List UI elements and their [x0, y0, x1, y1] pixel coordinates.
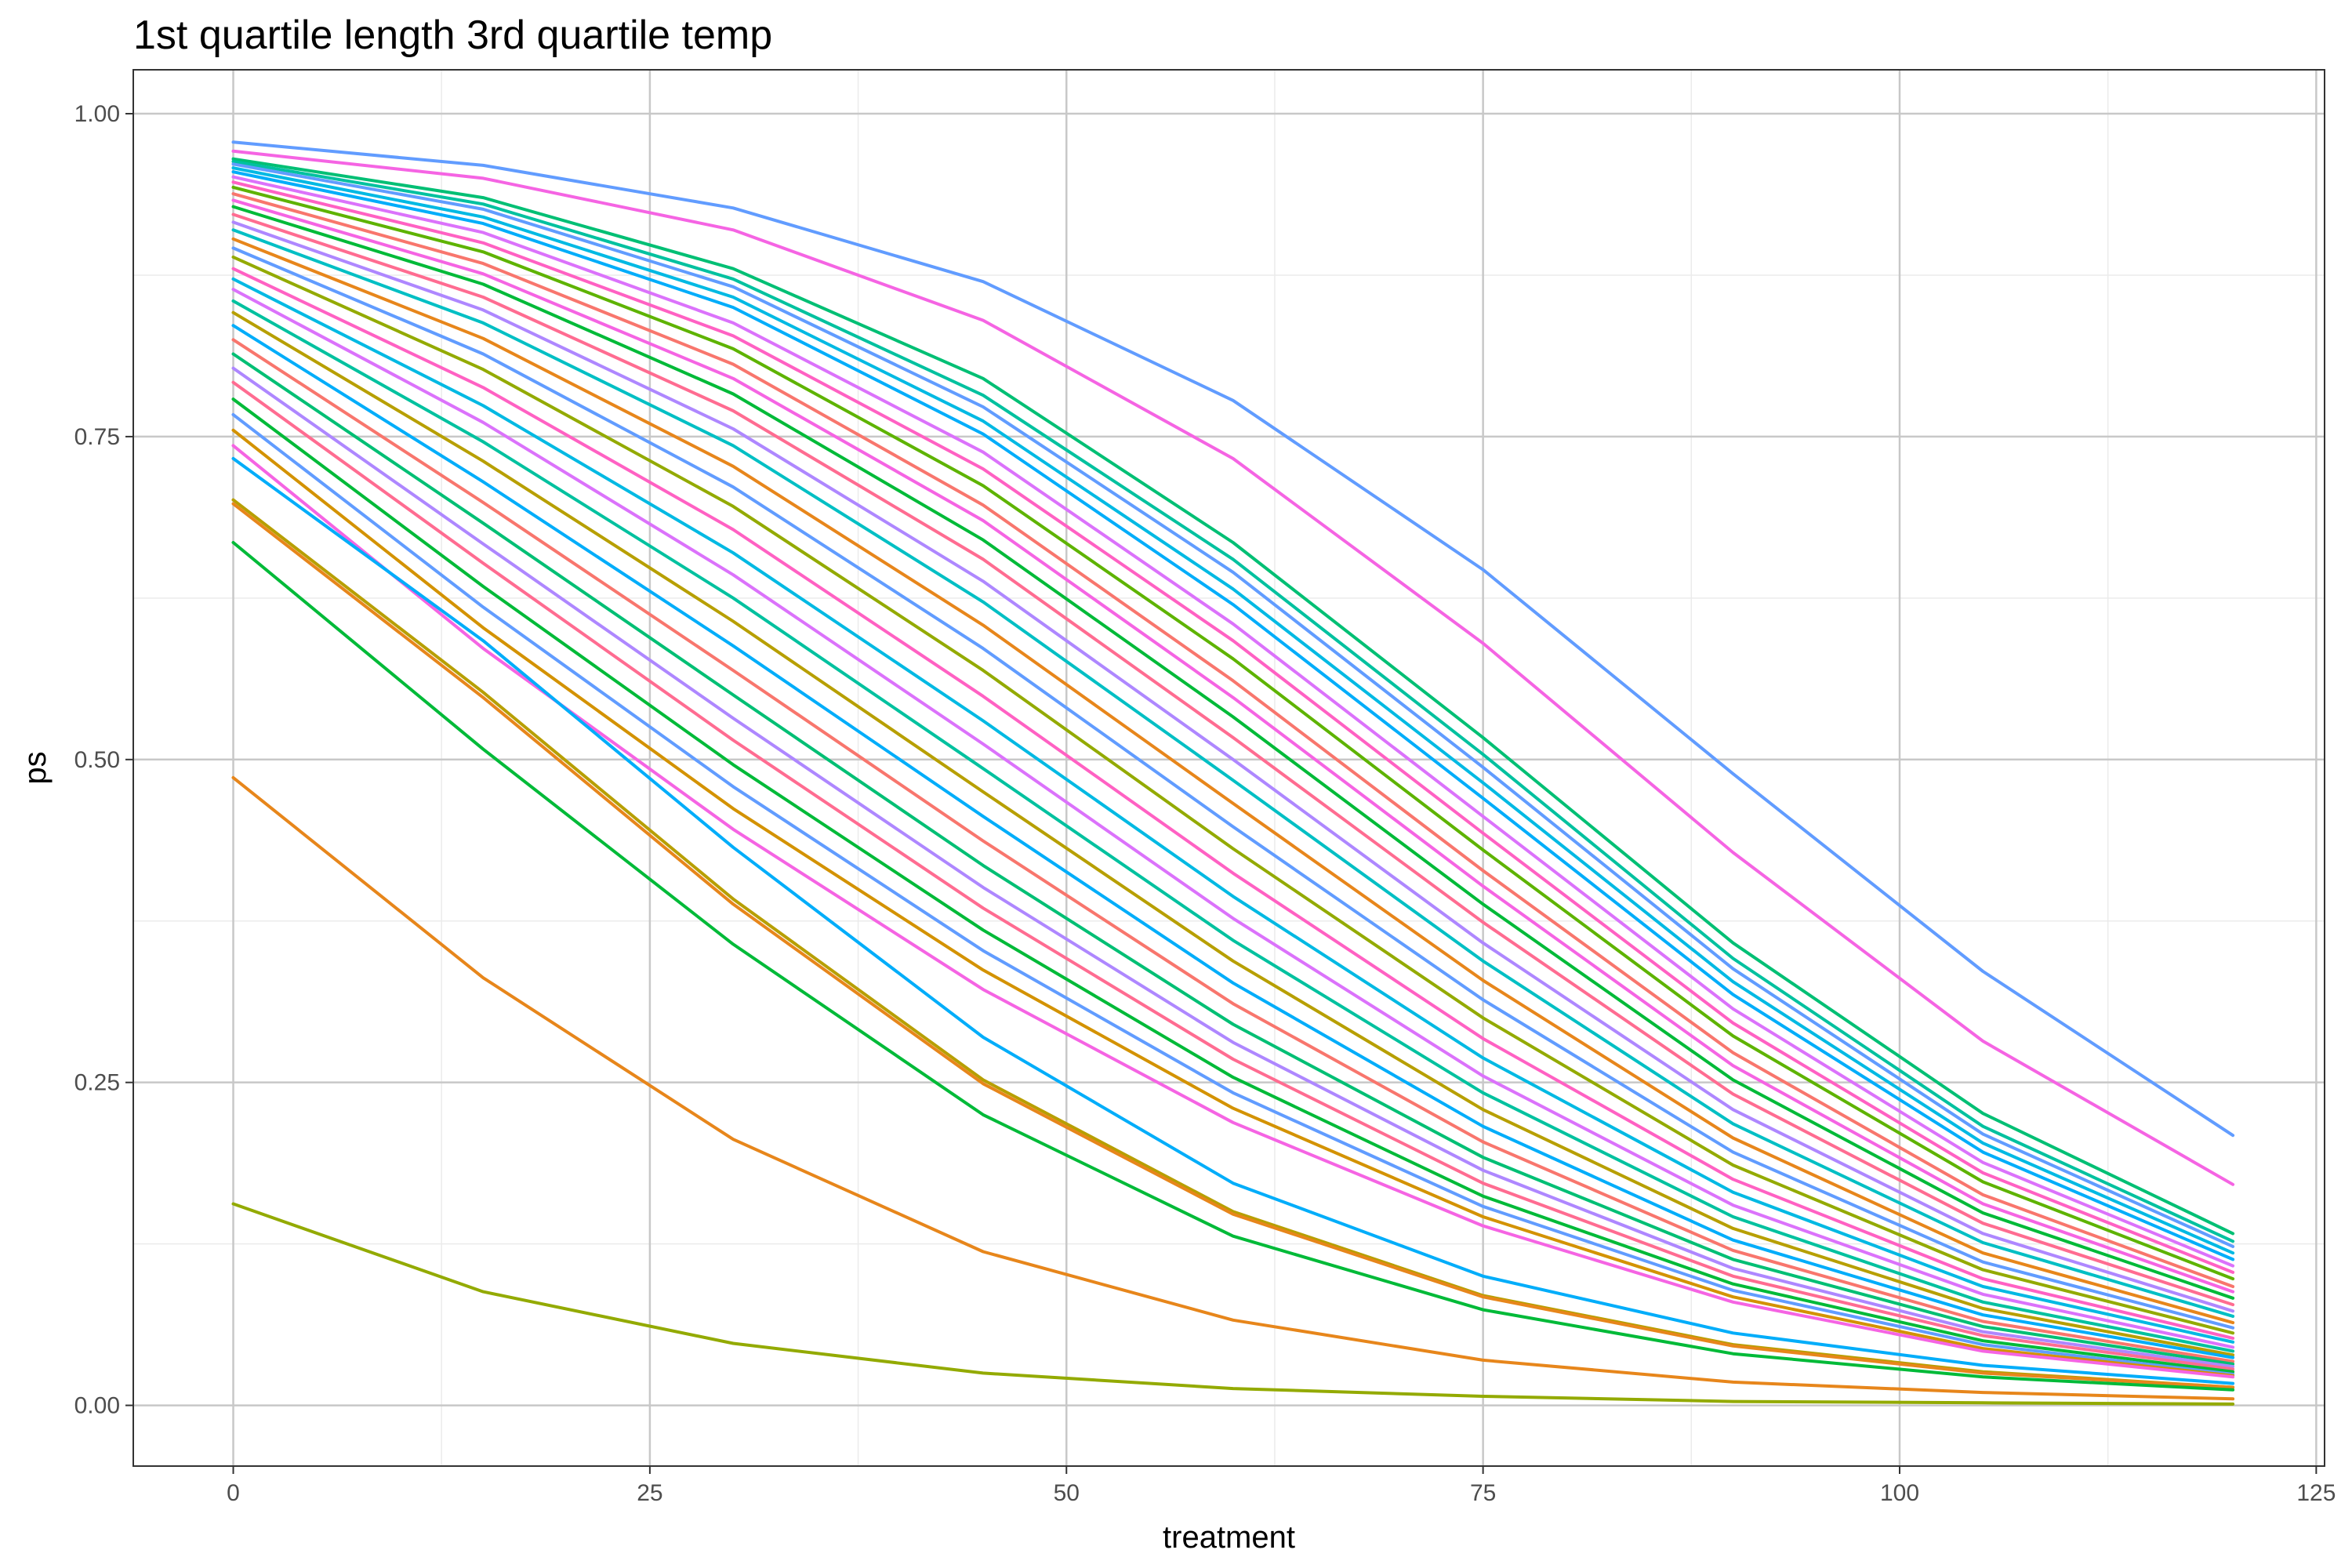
series-line-26: [231, 338, 2235, 1363]
series-line-13: [231, 205, 2235, 1300]
y-tick-label: 0.25: [74, 1070, 120, 1096]
x-tick-label: 75: [1470, 1480, 1496, 1506]
x-tick-label: 25: [637, 1480, 662, 1506]
series-line-23: [231, 299, 2235, 1353]
series-line-14: [231, 212, 2235, 1307]
series-line-10: [231, 185, 2235, 1281]
series-line-29: [231, 380, 2235, 1371]
series-line-32: [231, 428, 2235, 1377]
series-line-7: [231, 170, 2235, 1261]
x-tick-label: 0: [227, 1480, 240, 1506]
chart-title: 1st quartile length 3rd quartile temp: [133, 13, 772, 58]
y-tick-label: 0.00: [74, 1393, 120, 1419]
series-line-6: [231, 166, 2235, 1255]
series-line-9: [231, 180, 2235, 1274]
series-line-15: [231, 220, 2235, 1313]
series-line-37: [231, 541, 2235, 1392]
y-tick-label: 0.50: [74, 747, 120, 773]
series-line-38: [231, 775, 2235, 1401]
plot-area: [132, 69, 2325, 1467]
series-line-22: [231, 288, 2235, 1349]
series-line-11: [231, 192, 2235, 1288]
y-tick-label: 1.00: [74, 101, 120, 127]
series-line-4: [231, 160, 2235, 1243]
series-line-25: [231, 324, 2235, 1359]
series-lines: [231, 140, 2235, 1406]
series-line-1: [231, 140, 2235, 1138]
y-axis: 0.00 0.25 0.50 0.75 1.00: [74, 101, 133, 1419]
series-line-18: [231, 246, 2235, 1330]
series-line-16: [231, 228, 2235, 1318]
series-line-24: [231, 310, 2235, 1357]
x-axis: 0 25 50 75 100 125: [227, 1466, 2336, 1506]
series-line-3: [231, 157, 2235, 1236]
y-tick-label: 0.75: [74, 424, 120, 450]
x-tick-label: 50: [1054, 1480, 1080, 1506]
x-tick-label: 100: [1880, 1480, 1919, 1506]
series-line-31: [231, 412, 2235, 1376]
panel-border: [132, 69, 2325, 1467]
series-line-19: [231, 255, 2235, 1335]
series-line-28: [231, 366, 2235, 1369]
series-line-34: [231, 456, 2235, 1385]
x-axis-title: treatment: [1163, 1520, 1295, 1555]
series-line-36: [231, 502, 2235, 1389]
series-line-5: [231, 162, 2235, 1248]
y-axis-title: ps: [18, 751, 53, 784]
series-line-2: [231, 149, 2235, 1186]
series-line-20: [231, 267, 2235, 1340]
series-line-17: [231, 237, 2235, 1325]
series-line-39: [231, 1202, 2235, 1406]
series-line-8: [231, 175, 2235, 1268]
series-line-27: [231, 352, 2235, 1366]
x-tick-label: 125: [2296, 1480, 2336, 1506]
series-line-21: [231, 277, 2235, 1344]
series-line-30: [231, 397, 2235, 1374]
series-line-12: [231, 198, 2235, 1294]
